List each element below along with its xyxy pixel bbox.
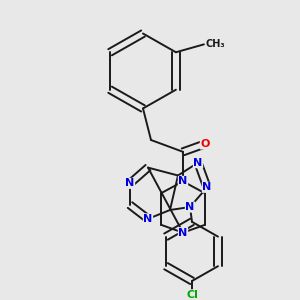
Text: N: N — [202, 182, 211, 192]
Text: CH₃: CH₃ — [206, 39, 226, 50]
Text: O: O — [200, 139, 210, 149]
Text: N: N — [143, 214, 153, 224]
Text: N: N — [185, 202, 195, 212]
Text: N: N — [178, 176, 188, 186]
Text: Cl: Cl — [186, 290, 198, 300]
Text: N: N — [178, 228, 188, 238]
Text: N: N — [194, 158, 202, 168]
Text: N: N — [125, 178, 135, 188]
